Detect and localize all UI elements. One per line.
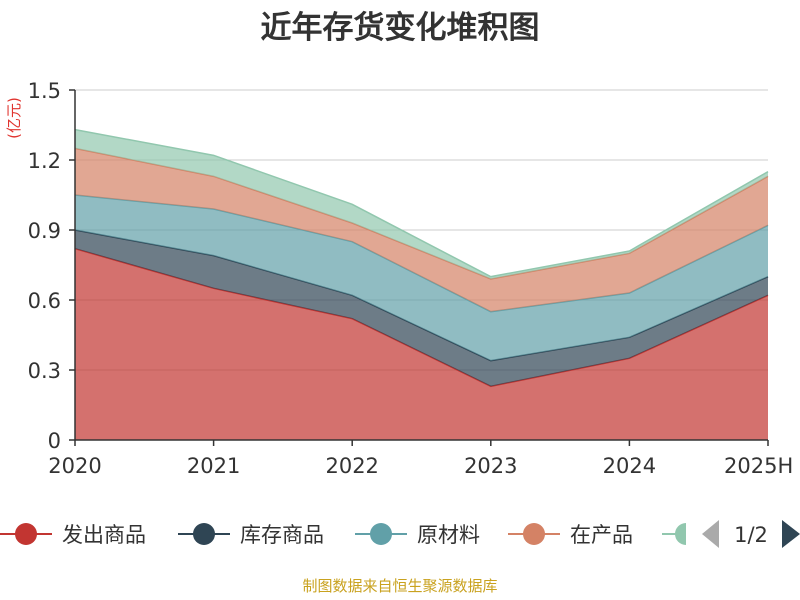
legend-marker bbox=[15, 523, 37, 545]
legend: 发出商品 库存商品 原材料 在产品 1/2 bbox=[0, 520, 800, 548]
legend-item-在产品[interactable]: 在产品 bbox=[508, 523, 633, 547]
legend-item-原材料[interactable]: 原材料 bbox=[355, 523, 480, 547]
legend-prev-page-icon[interactable] bbox=[702, 520, 719, 548]
area-在产品 bbox=[75, 148, 768, 312]
y-tick-label: 0 bbox=[48, 429, 61, 453]
y-tick-label: 1.2 bbox=[28, 149, 61, 173]
x-tick-label: 2025H bbox=[724, 454, 793, 478]
legend-page-indicator: 1/2 bbox=[734, 523, 768, 547]
legend-label: 发出商品 bbox=[62, 523, 146, 547]
legend-label: 在产品 bbox=[570, 523, 633, 547]
y-tick-label: 0.6 bbox=[28, 289, 61, 313]
legend-label: 库存商品 bbox=[240, 523, 324, 547]
legend-label: 原材料 bbox=[417, 523, 480, 547]
legend-next-page-icon[interactable] bbox=[782, 520, 800, 548]
y-tick-label: 1.5 bbox=[28, 79, 61, 103]
chart-title: 近年存货变化堆积图 bbox=[261, 10, 540, 46]
y-axis-unit-label: (亿元) bbox=[5, 97, 23, 139]
legend-item-partial[interactable] bbox=[662, 523, 686, 545]
legend-marker bbox=[370, 523, 392, 545]
legend-item-库存商品[interactable]: 库存商品 bbox=[178, 523, 324, 547]
area-库存商品 bbox=[75, 230, 768, 387]
x-tick-label: 2024 bbox=[603, 454, 656, 478]
legend-item-发出商品[interactable]: 发出商品 bbox=[0, 523, 146, 547]
area-series-5 bbox=[75, 129, 768, 279]
series-areas bbox=[74, 128, 769, 440]
y-tick-label: 0.3 bbox=[28, 359, 61, 383]
series-line bbox=[74, 128, 769, 278]
legend-marker bbox=[193, 523, 215, 545]
axes: 0 0.3 0.6 0.9 1.2 1.5 2020 2021 2022 2023 2024 2025… bbox=[28, 79, 794, 478]
area-原材料 bbox=[75, 195, 768, 361]
legend-marker bbox=[675, 523, 686, 545]
source-note: 制图数据来自恒生聚源数据库 bbox=[302, 577, 497, 595]
x-tick-label: 2021 bbox=[187, 454, 240, 478]
x-tick-label: 2022 bbox=[325, 454, 378, 478]
x-tick-label: 2023 bbox=[464, 454, 517, 478]
y-tick-label: 0.9 bbox=[28, 219, 61, 243]
x-tick-label: 2020 bbox=[48, 454, 101, 478]
legend-marker bbox=[523, 523, 545, 545]
